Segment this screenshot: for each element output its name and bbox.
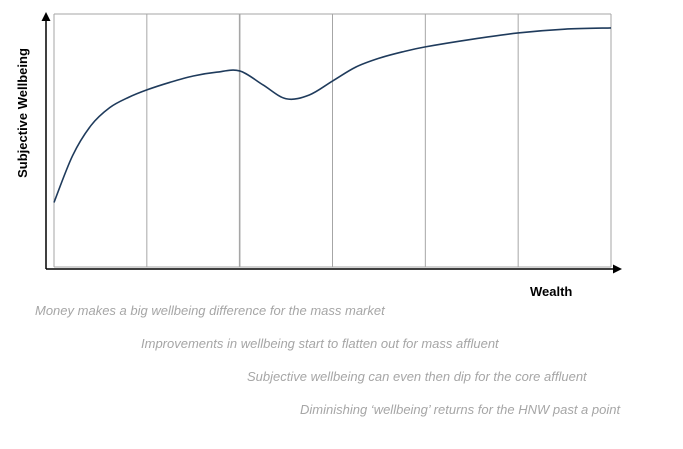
annotation-core-affluent: Subjective wellbeing can even then dip f… xyxy=(247,369,587,384)
x-axis-arrow-icon xyxy=(613,264,622,274)
y-axis-title: Subjective Wellbeing xyxy=(15,48,30,178)
x-axis-title: Wealth xyxy=(530,284,572,299)
axes xyxy=(41,12,622,274)
grid-lines xyxy=(53,13,612,268)
annotation-mass-market: Money makes a big wellbeing difference f… xyxy=(35,303,385,318)
series-line-wellbeing xyxy=(53,27,612,203)
y-axis-arrow-icon xyxy=(41,12,51,21)
annotation-mass-affluent: Improvements in wellbeing start to flatt… xyxy=(141,336,499,351)
annotation-hnw: Diminishing ‘wellbeing’ returns for the … xyxy=(300,402,621,417)
